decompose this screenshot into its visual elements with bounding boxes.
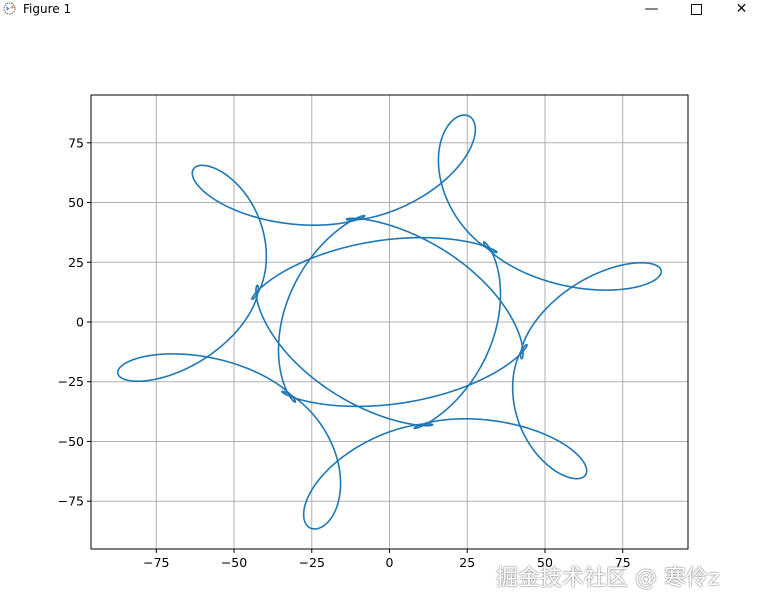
y-tick-label: 75 <box>68 135 84 150</box>
matplotlib-icon <box>3 2 16 15</box>
y-axis: −75 −50 −25 0 25 50 75 <box>58 135 91 509</box>
x-tick-label: 25 <box>459 555 475 570</box>
watermark: 掘金技术社区 @ 寒伶z <box>496 566 720 591</box>
x-tick-label: 0 <box>386 555 394 570</box>
spirograph-curve <box>116 114 663 530</box>
figure-canvas: −75 −50 −25 0 25 50 75 −75 −50 −25 0 25 50 75 <box>58 94 689 570</box>
maximize-icon <box>691 3 702 15</box>
x-tick-label: −25 <box>299 555 325 570</box>
y-tick-label: −25 <box>58 374 84 389</box>
y-tick-label: −75 <box>58 494 84 509</box>
close-button[interactable]: ✕ <box>719 0 762 18</box>
minimize-icon: — <box>644 1 659 17</box>
window-title: Figure 1 <box>23 2 72 16</box>
minimize-button[interactable]: — <box>629 0 674 18</box>
x-tick-label: −75 <box>143 555 169 570</box>
y-tick-label: 50 <box>68 195 84 210</box>
y-tick-label: −50 <box>58 434 84 449</box>
x-tick-label: −50 <box>221 555 247 570</box>
close-icon: ✕ <box>735 1 748 17</box>
x-tick-label: 75 <box>615 555 631 570</box>
x-axis: −75 −50 −25 0 25 50 75 <box>143 549 631 570</box>
maximize-button[interactable] <box>674 0 719 18</box>
x-tick-label: 50 <box>537 555 553 570</box>
title-bar: Figure 1 — ✕ <box>0 0 762 18</box>
y-tick-label: 0 <box>76 315 84 330</box>
grid <box>91 95 688 549</box>
y-tick-label: 25 <box>68 255 84 270</box>
